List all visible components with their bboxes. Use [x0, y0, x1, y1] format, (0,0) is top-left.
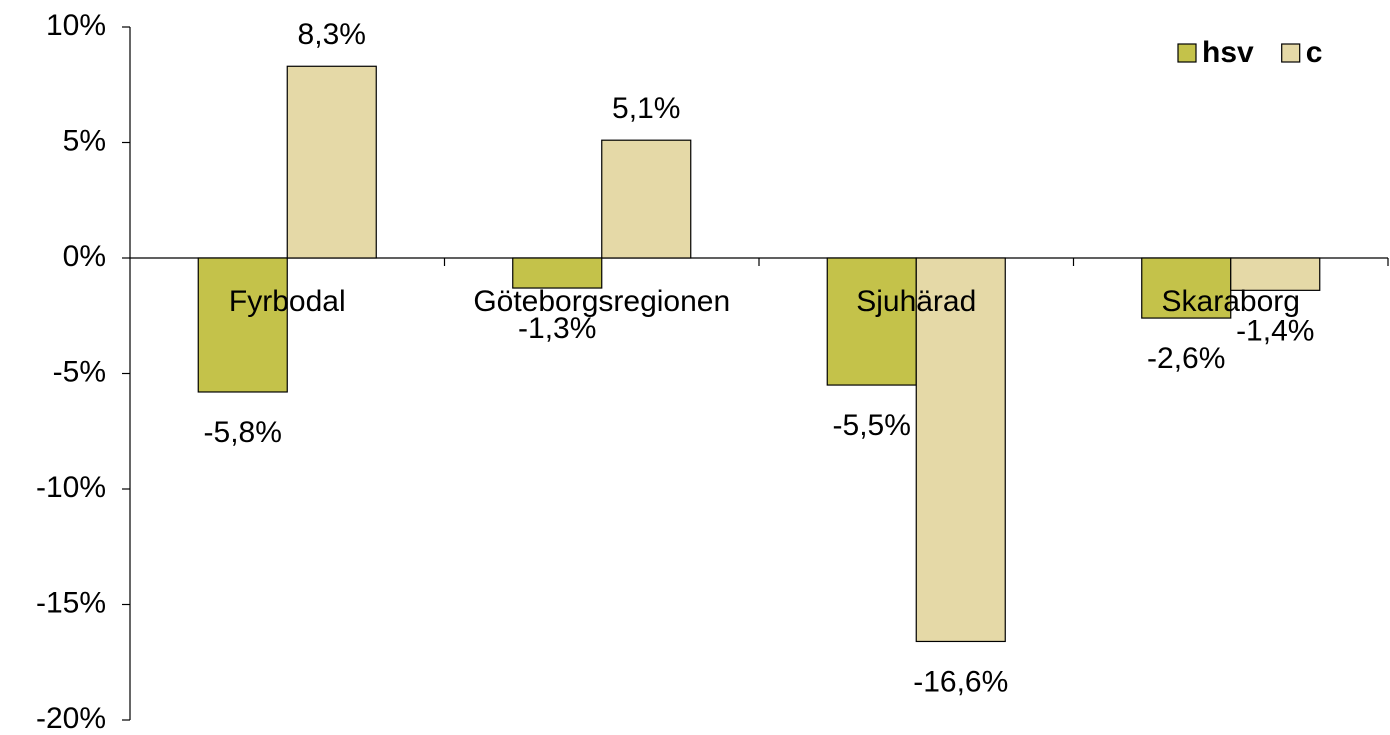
data-label: -16,6% [913, 665, 1008, 698]
legend-label: hsv [1202, 36, 1254, 69]
bar [512, 257, 603, 289]
y-tick-label: -5% [53, 355, 106, 388]
x-tick-label: Sjuhärad [856, 285, 976, 318]
y-tick-label: 5% [63, 124, 106, 157]
data-label: 5,1% [612, 92, 680, 125]
data-label: -5,5% [833, 409, 911, 442]
x-tick-label: Göteborgsregionen [473, 285, 730, 318]
bar [915, 257, 1006, 643]
data-label: 8,3% [298, 18, 366, 51]
x-tick-label: Fyrbodal [229, 285, 346, 318]
x-tick-label: Skaraborg [1162, 285, 1300, 318]
y-tick-label: -15% [36, 586, 106, 619]
bar [197, 257, 288, 393]
data-label: -1,4% [1236, 314, 1314, 347]
data-label: -1,3% [518, 312, 596, 345]
y-tick-label: 0% [63, 240, 106, 273]
y-tick-label: -20% [36, 702, 106, 735]
legend-swatch [1281, 43, 1301, 63]
bar [1141, 257, 1232, 319]
bar [826, 257, 917, 386]
data-label: -5,8% [204, 416, 282, 449]
y-tick-label: 10% [46, 9, 106, 42]
legend-swatch [1177, 43, 1197, 63]
bar [286, 65, 377, 259]
bar [601, 139, 692, 259]
data-label: -2,6% [1147, 342, 1225, 375]
y-tick-label: -10% [36, 471, 106, 504]
bar [1230, 257, 1321, 291]
legend-label: c [1306, 36, 1323, 69]
